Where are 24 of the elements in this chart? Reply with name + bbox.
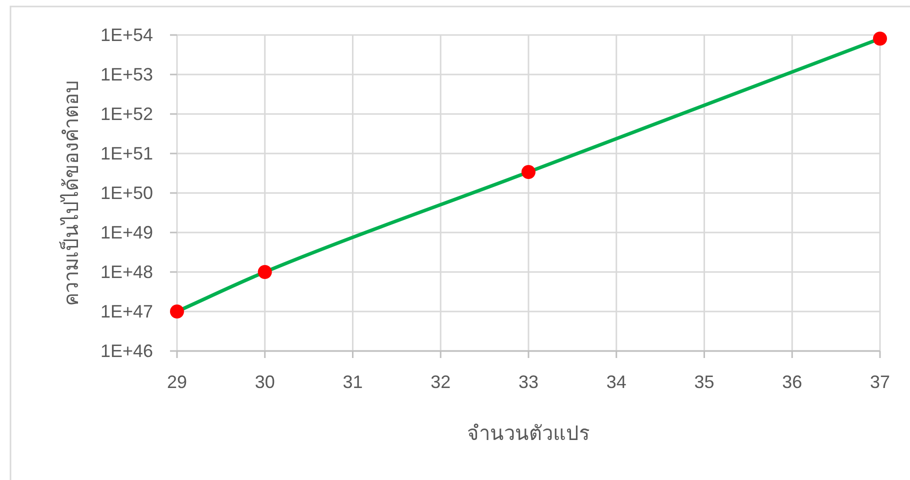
point — [522, 165, 536, 180]
y-tick-label: 1E+54 — [100, 25, 153, 45]
y-axis-title: ความเป็นไปได้ของคำตอบ — [58, 80, 83, 306]
x-tick-label: 37 — [870, 372, 890, 392]
x-tick-label: 33 — [518, 372, 539, 392]
point — [170, 304, 184, 318]
point — [873, 32, 887, 46]
x-axis-title: จำนวนตัวแปร — [467, 423, 590, 445]
x-tick-label: 36 — [782, 372, 802, 392]
x-tick-label: 29 — [166, 372, 188, 392]
x-tick-label: 31 — [342, 372, 363, 392]
x-tick-label: 30 — [254, 372, 275, 392]
point — [258, 265, 272, 279]
y-tick-label: 1E+51 — [100, 144, 153, 164]
x-tick-label: 34 — [606, 372, 626, 392]
y-tick-label: 1E+48 — [100, 262, 153, 282]
y-tick-label: 1E+50 — [100, 183, 153, 203]
y-tick-label: 1E+49 — [100, 222, 153, 242]
x-tick-label: 35 — [694, 372, 714, 392]
x-tick-label: 32 — [430, 372, 451, 392]
y-tick-label: 1E+47 — [100, 302, 153, 322]
y-tick-label: 1E+52 — [100, 104, 153, 124]
y-tick-label: 1E+53 — [100, 64, 153, 84]
y-tick-label: 1E+46 — [100, 341, 153, 361]
